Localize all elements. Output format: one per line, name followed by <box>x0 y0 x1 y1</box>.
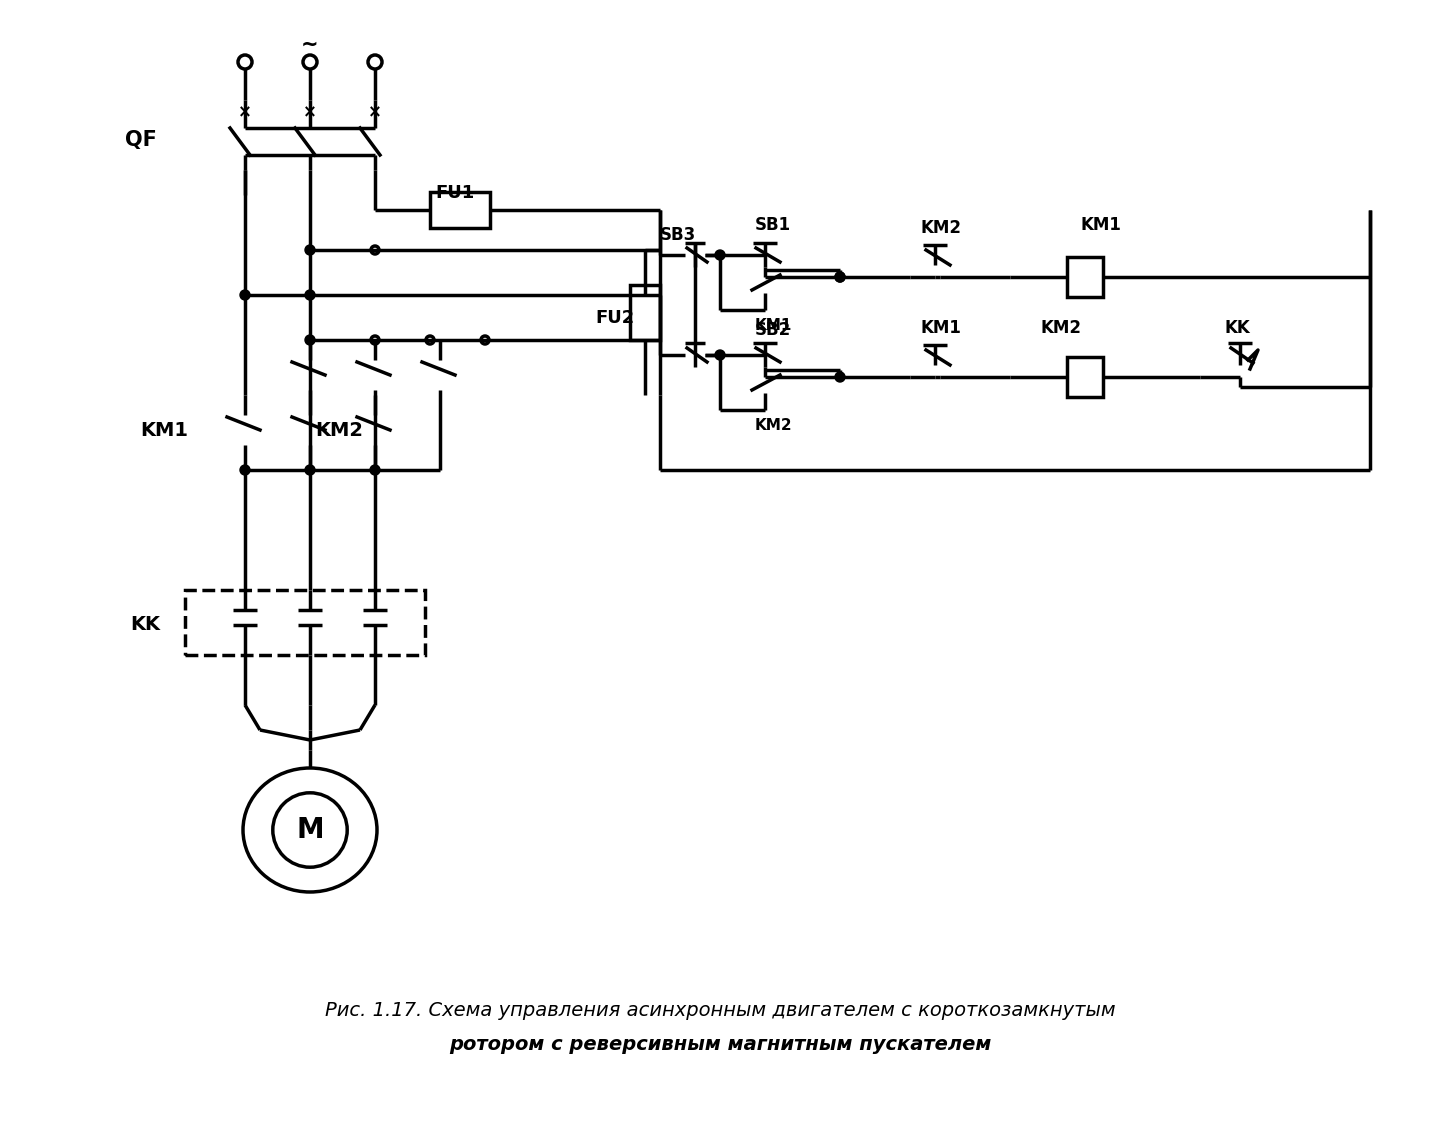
Text: FU2: FU2 <box>595 309 634 327</box>
Text: Рис. 1.17. Схема управления асинхронным двигателем с короткозамкнутым: Рис. 1.17. Схема управления асинхронным … <box>324 1001 1116 1020</box>
Bar <box>1067 257 1103 296</box>
Circle shape <box>370 465 380 475</box>
Circle shape <box>305 335 315 345</box>
Text: QF: QF <box>125 130 157 150</box>
Bar <box>631 285 660 340</box>
Circle shape <box>240 290 251 300</box>
Text: KM2: KM2 <box>920 219 960 237</box>
Text: KM1: KM1 <box>755 318 792 332</box>
Text: KM1: KM1 <box>140 420 189 439</box>
Circle shape <box>305 290 315 300</box>
Circle shape <box>305 465 315 475</box>
Circle shape <box>716 250 724 261</box>
Circle shape <box>835 272 845 282</box>
Text: KM1: KM1 <box>1080 216 1120 234</box>
Circle shape <box>305 245 315 255</box>
Bar <box>184 590 425 655</box>
Text: KM2: KM2 <box>755 418 792 432</box>
Circle shape <box>835 272 845 282</box>
Text: ×: × <box>369 103 382 121</box>
Text: ×: × <box>238 103 252 121</box>
Text: KM1: KM1 <box>920 319 960 337</box>
Text: ×: × <box>302 103 317 121</box>
Text: ротором с реверсивным магнитным пускателем: ротором с реверсивным магнитным пускател… <box>449 1035 991 1054</box>
Text: M: M <box>297 816 324 844</box>
Text: SB3: SB3 <box>660 226 697 244</box>
Text: SB2: SB2 <box>755 321 791 339</box>
Text: FU1: FU1 <box>435 184 474 202</box>
Bar <box>1067 357 1103 398</box>
Text: SB1: SB1 <box>755 216 791 234</box>
Circle shape <box>240 465 251 475</box>
Text: ~: ~ <box>301 35 318 55</box>
Text: KM2: KM2 <box>1040 319 1081 337</box>
Text: KK: KK <box>1225 319 1251 337</box>
Text: KK: KK <box>130 615 160 634</box>
Circle shape <box>716 350 724 360</box>
Ellipse shape <box>243 768 377 892</box>
Circle shape <box>835 372 845 382</box>
Bar <box>431 192 490 228</box>
Text: KM2: KM2 <box>315 420 363 439</box>
